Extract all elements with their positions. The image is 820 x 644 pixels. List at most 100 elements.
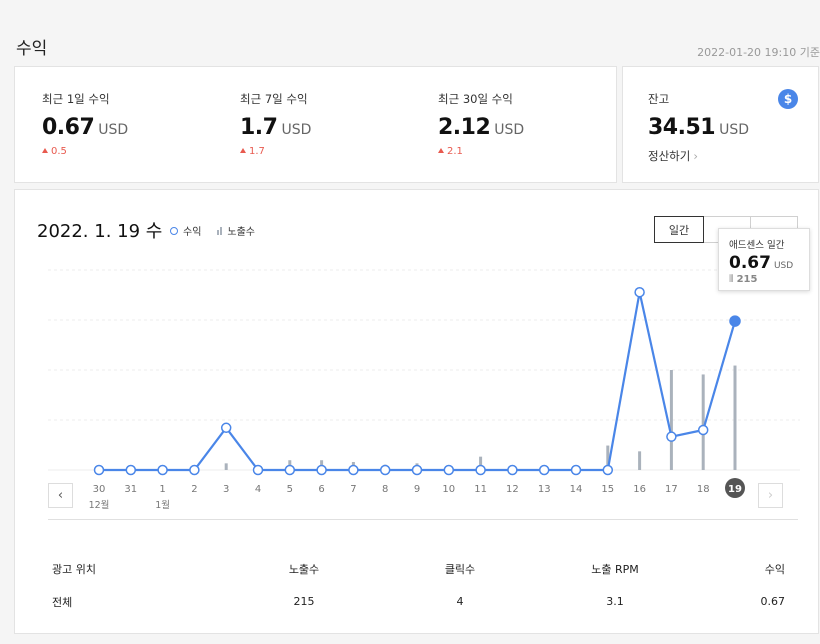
revenue-line xyxy=(99,291,737,472)
chart-legend: 수익 노출수 xyxy=(170,223,255,238)
revenue-point xyxy=(316,464,327,476)
table-header: 노출 RPM xyxy=(591,562,639,576)
up-triangle-icon xyxy=(240,148,246,153)
revenue-point xyxy=(379,464,391,476)
table-header-row: 광고 위치 노출수 클릭수 노출 RPM 수익 xyxy=(52,552,785,585)
chart-date: 2022. 1. 19 수 xyxy=(37,221,163,242)
stat-30day: 최근 30일 수익 2.12 USD 2.1 xyxy=(438,91,524,157)
stat-delta: 2.1 xyxy=(438,146,524,157)
timestamp: 2022-01-20 19:10 기준 xyxy=(697,46,820,59)
page-title: 수익 xyxy=(16,39,48,59)
x-tick-label: 13 xyxy=(538,484,551,495)
x-tick-label: 16 xyxy=(633,484,646,495)
table-cell: 전체 xyxy=(52,595,73,609)
table-cell: 4 xyxy=(456,595,464,608)
tab-daily[interactable]: 일간 xyxy=(654,216,704,243)
revenue-point xyxy=(729,315,741,327)
x-tick-label: 30 xyxy=(93,484,106,495)
stat-delta: 1.7 xyxy=(240,146,311,157)
chart-tooltip: 애드센스 일간 0.67 USD ⦀ 215 xyxy=(718,228,810,291)
x-tick-label: 9 xyxy=(414,484,420,495)
impression-bar xyxy=(701,374,705,470)
bar-icon xyxy=(217,226,223,235)
x-tick-label: 8 xyxy=(382,484,388,495)
impression-bar xyxy=(224,463,228,470)
revenue-point xyxy=(411,464,423,476)
stat-label: 최근 7일 수익 xyxy=(240,92,308,106)
stat-7day: 최근 7일 수익 1.7 USD 1.7 xyxy=(240,91,311,157)
revenue-point xyxy=(93,464,105,476)
selected-day-marker xyxy=(725,478,745,498)
revenue-point xyxy=(602,464,614,476)
table-header: 수익 xyxy=(764,562,785,576)
revenue-point xyxy=(284,464,296,476)
chevron-right-icon: › xyxy=(693,149,698,163)
balance-card: 잔고 34.51 USD 정산하기 › $ xyxy=(622,66,819,183)
balance-value: 34.51 xyxy=(648,115,716,140)
revenue-chart: 30 12월 31 1 1월 2 3 4 5 6 7 8 9 10 11 12 13 14 15 16 17 18 19 xyxy=(48,269,800,511)
x-tick-label: 31 xyxy=(124,484,137,495)
revenue-point xyxy=(443,464,455,476)
revenue-point xyxy=(634,286,645,298)
impression-bar xyxy=(479,456,483,470)
revenue-point xyxy=(697,424,709,436)
dollar-icon: $ xyxy=(778,89,798,109)
divider xyxy=(48,519,798,520)
stat-unit: USD xyxy=(98,122,129,138)
impression-bar xyxy=(733,365,737,470)
revenue-point xyxy=(507,464,518,476)
chart-prev-button[interactable]: ‹ xyxy=(48,483,73,508)
x-tick-label: 12 xyxy=(506,484,519,495)
table-cell: 3.1 xyxy=(606,595,624,608)
tooltip-title: 애드센스 일간 xyxy=(729,240,785,251)
x-tick-label: 17 xyxy=(665,484,678,495)
x-month-label: 1월 xyxy=(155,499,170,511)
legend-revenue[interactable]: 수익 xyxy=(170,223,201,238)
chart-next-button[interactable]: › xyxy=(758,483,783,508)
revenue-point xyxy=(189,464,200,476)
x-tick-label: 7 xyxy=(350,484,356,495)
impression-bar xyxy=(638,451,642,470)
stat-1day: 최근 1일 수익 0.67 USD 0.5 xyxy=(42,91,128,157)
stat-delta-value: 1.7 xyxy=(249,146,265,157)
table-header: 광고 위치 xyxy=(52,562,96,576)
x-tick-label: 3 xyxy=(223,484,229,495)
x-tick-label: 5 xyxy=(287,484,293,495)
revenue-point xyxy=(220,422,232,434)
stat-unit: USD xyxy=(494,122,525,138)
revenue-point xyxy=(252,464,264,476)
stat-label: 최근 30일 수익 xyxy=(438,92,513,106)
table-cell: 0.67 xyxy=(760,595,786,608)
table-header: 노출수 xyxy=(288,562,320,576)
x-tick-label: 1 xyxy=(159,484,165,495)
x-tick-label: 10 xyxy=(442,484,455,495)
balance-stat: 잔고 34.51 USD 정산하기 › xyxy=(648,91,749,164)
x-tick-label: 2 xyxy=(191,484,197,495)
stat-value: 2.12 xyxy=(438,115,491,140)
x-tick-label: 18 xyxy=(697,484,710,495)
legend-revenue-label: 수익 xyxy=(183,227,202,238)
balance-label: 잔고 xyxy=(648,92,670,106)
x-tick-label: 15 xyxy=(601,484,614,495)
settle-link[interactable]: 정산하기 › xyxy=(648,148,749,164)
stat-label: 최근 1일 수익 xyxy=(42,92,110,106)
bar-icon: ⦀ xyxy=(729,274,734,285)
settle-label: 정산하기 xyxy=(648,149,691,163)
stat-value: 1.7 xyxy=(240,115,278,140)
stat-unit: USD xyxy=(281,122,312,138)
revenue-point xyxy=(157,464,168,476)
revenue-point xyxy=(125,464,137,476)
table-row: 전체 215 4 3.1 0.67 xyxy=(52,585,785,618)
x-tick-label: 14 xyxy=(570,484,583,495)
up-triangle-icon xyxy=(42,148,48,153)
revenue-point xyxy=(348,464,359,476)
x-tick-label: 4 xyxy=(255,484,261,495)
x-tick-label: 19 xyxy=(728,484,742,495)
tooltip-impressions-value: 215 xyxy=(736,274,758,285)
tooltip-unit: USD xyxy=(773,261,794,271)
chart-card: 2022. 1. 19 수 수익 노출수 일간 30 12월 31 1 1월 2 3 4 5 6 7… xyxy=(14,189,819,634)
legend-impressions[interactable]: 노출수 xyxy=(217,223,255,238)
balance-unit: USD xyxy=(719,122,750,138)
stat-delta-value: 0.5 xyxy=(51,146,67,157)
tooltip-value: 0.67 xyxy=(729,253,771,273)
